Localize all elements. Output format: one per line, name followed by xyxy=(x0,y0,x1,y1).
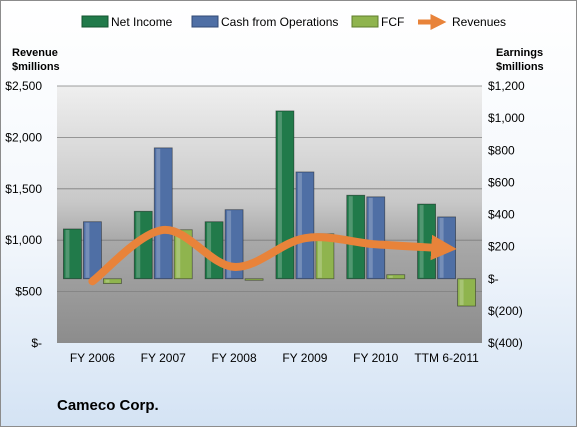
company-name: Cameco Corp. xyxy=(57,397,159,414)
plot-area xyxy=(57,86,482,343)
bar-net-income xyxy=(63,228,82,280)
bar-highlight xyxy=(227,210,232,278)
bar-highlight xyxy=(459,279,464,306)
right-tick-label: $(400) xyxy=(488,336,523,350)
x-tick-label: FY 2010 xyxy=(353,351,398,365)
bar-net-income xyxy=(417,203,436,280)
bar-highlight xyxy=(65,229,70,278)
bar-highlight xyxy=(419,205,424,278)
gridlines xyxy=(57,85,482,293)
left-tick-label: $2,500 xyxy=(5,79,42,93)
bar-highlight xyxy=(388,275,393,278)
left-tick-label: $- xyxy=(31,336,42,350)
bar-body xyxy=(244,278,264,281)
right-axis-title-line2: $millions xyxy=(496,61,544,73)
bar-highlight xyxy=(277,111,282,278)
bar-fcf xyxy=(457,278,476,307)
left-axis-title-line1: Revenue xyxy=(12,47,58,59)
right-tick-label: $600 xyxy=(488,175,515,189)
bar-body xyxy=(153,147,173,280)
x-tick-label: FY 2008 xyxy=(212,351,257,365)
bar-cash-from-operations xyxy=(366,196,386,280)
left-axis-ticks: $- $500 $1,000 $1,500 $2,000 $2,500 xyxy=(5,79,42,350)
bar-fcf xyxy=(244,278,264,281)
left-tick-label: $2,000 xyxy=(5,130,42,144)
x-tick-label: FY 2007 xyxy=(141,351,186,365)
x-tick-label: FY 2009 xyxy=(282,351,327,365)
bar-body xyxy=(275,110,295,280)
x-tick-label: TTM 6-2011 xyxy=(414,351,479,365)
right-tick-label: $200 xyxy=(488,240,515,254)
bar-cash-from-operations xyxy=(295,171,315,280)
bar-highlight xyxy=(297,172,302,278)
right-tick-label: $800 xyxy=(488,143,515,157)
bar-highlight xyxy=(317,234,322,278)
legend-fcf: FCF xyxy=(381,15,404,29)
bar-body xyxy=(295,171,315,280)
legend-cash-from-operations: Cash from Operations xyxy=(221,15,338,29)
x-tick-label: FY 2006 xyxy=(70,351,115,365)
bar-highlight xyxy=(85,222,90,278)
right-axis-ticks: $(400) $(200) $- $200 $400 $600 $800 $1,000 $1,2… xyxy=(488,79,525,350)
bar-body xyxy=(386,274,406,280)
legend-net-income: Net Income xyxy=(111,15,173,29)
bar-highlight xyxy=(176,230,181,278)
left-tick-label: $500 xyxy=(15,285,42,299)
revenue-line-path xyxy=(88,225,457,286)
bar-body xyxy=(103,278,122,284)
left-axis-title-line2: $millions xyxy=(12,61,60,73)
left-tick-label: $1,000 xyxy=(5,233,42,247)
bar-highlight xyxy=(368,197,373,278)
bar-body xyxy=(63,228,82,280)
right-axis-title-line1: Earnings xyxy=(496,47,543,59)
left-tick-label: $1,500 xyxy=(5,182,42,196)
bar-fcf xyxy=(386,274,406,280)
legend-swatch-net-income xyxy=(81,15,109,28)
bar-body xyxy=(224,209,244,280)
right-tick-label: $1,000 xyxy=(488,111,525,125)
x-axis-ticks: FY 2006 FY 2007 FY 2008 FY 2009 FY 2010 TTM 6… xyxy=(70,351,479,365)
bar-body xyxy=(366,196,386,280)
bar-highlight xyxy=(156,148,161,278)
legend-swatch-fcf xyxy=(351,15,379,28)
legend: Net Income Cash from Operations FCF Reve… xyxy=(81,13,506,31)
right-tick-label: $1,200 xyxy=(488,79,525,93)
revenue-line xyxy=(88,225,457,286)
bar-cash-from-operations xyxy=(153,147,173,280)
bar-highlight xyxy=(105,279,110,283)
bar-cash-from-operations xyxy=(83,221,102,280)
right-tick-label: $(200) xyxy=(488,304,523,318)
bar-net-income xyxy=(275,110,295,280)
right-tick-label: $400 xyxy=(488,208,515,222)
right-tick-label: $- xyxy=(488,272,499,286)
legend-revenues: Revenues xyxy=(452,15,506,29)
bar-body xyxy=(457,278,476,307)
bar-cash-from-operations xyxy=(224,209,244,280)
bar-fcf xyxy=(103,278,122,284)
legend-swatch-cash-from-operations xyxy=(191,15,219,28)
